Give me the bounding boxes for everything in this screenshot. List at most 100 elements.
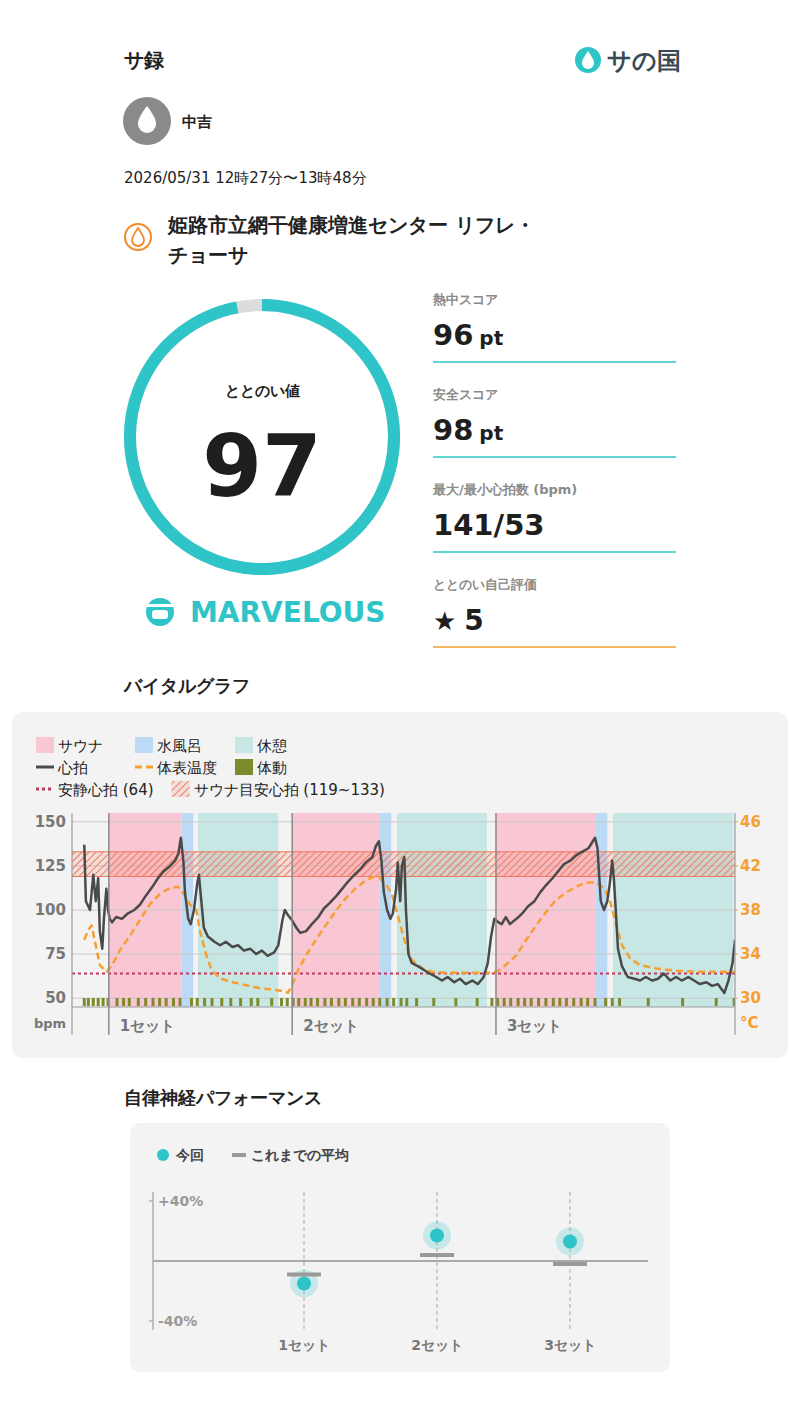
movement-mark (552, 998, 555, 1006)
score-value: 97 (202, 416, 322, 516)
stat-label: 安全スコア (433, 387, 498, 402)
legend-key (36, 737, 54, 753)
score-label: ととのい値 (225, 382, 300, 400)
legend-key (36, 766, 54, 769)
movement-mark (565, 998, 568, 1006)
movement-mark (330, 998, 333, 1006)
band-edge (72, 851, 735, 852)
movement-mark (618, 998, 621, 1006)
movement-mark (165, 998, 168, 1006)
movement-mark (386, 998, 389, 1006)
rank-icon-brim (146, 604, 174, 607)
stat-value: 96pt (433, 318, 504, 352)
point-halo (556, 1228, 584, 1256)
movement-mark (611, 998, 614, 1006)
movement-mark (351, 998, 354, 1006)
brand-drop (582, 51, 594, 69)
movement-mark (517, 998, 520, 1006)
tick-mark (149, 1200, 153, 1202)
average-mark (287, 1273, 321, 1277)
movement-mark (544, 998, 547, 1006)
movement-mark (158, 998, 161, 1006)
ring-arc (130, 305, 394, 569)
axis-title: bpm (34, 1016, 66, 1031)
band-edge (72, 876, 735, 877)
movement-mark (286, 998, 289, 1006)
movement-mark (83, 998, 86, 1006)
tick-label: 100 (35, 901, 66, 919)
movement-mark (196, 998, 199, 1006)
stat-label: 熱中スコア (432, 292, 498, 307)
facility-flame (132, 228, 144, 246)
category-line (570, 1192, 571, 1330)
category-line (304, 1192, 305, 1330)
avatar-drop (138, 106, 156, 133)
axis-line-bottom (72, 1007, 735, 1008)
movement-mark (715, 998, 718, 1006)
movement-mark (432, 998, 435, 1006)
stat-number: 141/53 (433, 508, 544, 542)
average-mark (553, 1262, 587, 1266)
movement-mark (572, 998, 575, 1006)
rank: MARVELOUS (190, 596, 385, 629)
set-tick (495, 813, 497, 1035)
tick-mark (735, 998, 738, 999)
average-mark (420, 1253, 454, 1257)
rank-icon (146, 598, 174, 626)
movement-mark (310, 998, 313, 1006)
movement-mark (210, 998, 213, 1006)
movement-mark (378, 998, 381, 1006)
tick-label: 75 (45, 945, 66, 963)
legend-key (172, 781, 190, 797)
point-halo (423, 1222, 451, 1250)
legend-key (235, 737, 253, 753)
tick-label: 46 (740, 813, 761, 831)
movement-mark (122, 998, 125, 1006)
stat-label: 最大/最小心拍数 (bpm) (432, 482, 577, 497)
facility-line: 姫路市立網干健康増進センター リフレ・ (167, 213, 535, 237)
movement-mark (681, 998, 684, 1006)
tick-label: +40% (158, 1193, 203, 1209)
movement-mark (405, 998, 408, 1006)
legend-key (235, 759, 253, 775)
facility-icon (125, 224, 151, 250)
datetime: 2026/05/31 12時27分〜13時48分 (124, 169, 367, 187)
tick-label: 2セット (303, 1017, 358, 1035)
movement-mark (179, 998, 182, 1006)
stat-value: ★5 (433, 604, 484, 637)
grid-line (72, 910, 735, 911)
tick-mark (735, 865, 738, 866)
movement-mark (344, 998, 347, 1006)
category-line (437, 1192, 438, 1330)
legend-label: 安静心拍 (64) (58, 781, 154, 799)
movement-mark (558, 998, 561, 1006)
movement-mark (647, 998, 650, 1006)
movement-mark (144, 998, 147, 1006)
movement-mark (102, 998, 105, 1006)
movement-mark (190, 998, 193, 1006)
legend-key (157, 1149, 169, 1161)
legend-key (232, 1153, 246, 1157)
movement-mark (523, 998, 526, 1006)
movement-mark (530, 998, 533, 1006)
legend-label: 体表温度 (157, 759, 217, 777)
tick-label: 3セット (544, 1337, 596, 1353)
stat-icon: ★ (433, 606, 456, 636)
movement-mark (323, 998, 326, 1006)
tick-mark (735, 954, 738, 955)
stat-unit: pt (479, 326, 503, 350)
reference-line (72, 972, 735, 974)
tick-label: 150 (35, 813, 66, 831)
facility-line: チョーサ (168, 243, 248, 267)
legend-label: 体動 (257, 759, 287, 777)
stat-underline (433, 361, 676, 363)
plot-area (72, 813, 735, 1007)
axis-title: °C (740, 1014, 759, 1032)
movement-mark (229, 998, 232, 1006)
stat-number: 5 (464, 604, 483, 637)
legend-label: 心拍 (57, 759, 88, 777)
tick-label: 30 (740, 989, 761, 1007)
tick-mark (149, 1320, 153, 1322)
stat-number: 98 (433, 413, 473, 447)
stat-unit: pt (479, 421, 503, 445)
